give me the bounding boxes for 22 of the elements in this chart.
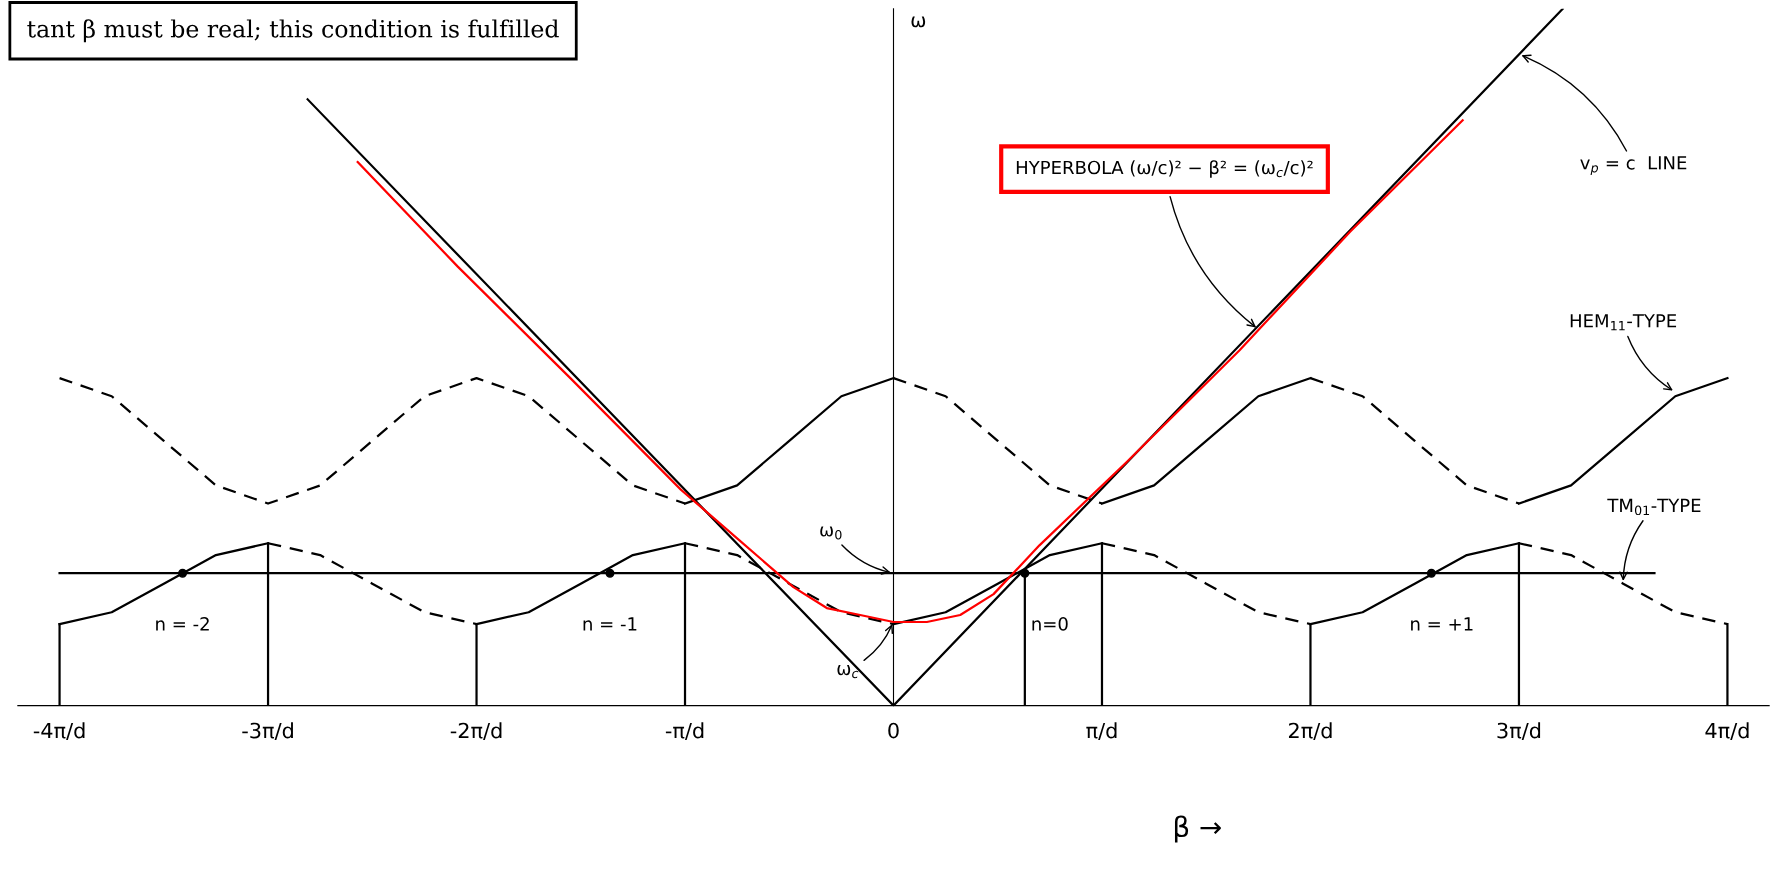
annotation: tant β must be real; this condition is fulfilled xyxy=(27,19,559,43)
annotation: v$_{p}$ = c LINE xyxy=(1580,156,1687,175)
annotation: ω$_{0}$ xyxy=(820,526,842,540)
x-tick-label: -π/d xyxy=(665,722,704,741)
annotation: HEM$_{11}$-TYPE xyxy=(1570,314,1677,331)
x-tick-label: 2π/d xyxy=(1288,722,1332,741)
annotation: TM$_{01}$-TYPE xyxy=(1607,498,1701,516)
x-tick-label: -2π/d xyxy=(450,722,502,741)
x-tick-label: 0 xyxy=(888,722,899,739)
x-tick-label: π/d xyxy=(1086,722,1117,741)
x-tick-label: 4π/d xyxy=(1705,722,1749,741)
x-tick-label: 3π/d xyxy=(1497,722,1541,741)
annotation: ω$_{c}$ xyxy=(837,665,859,679)
annotation: n=0 xyxy=(1032,617,1068,631)
annotation: n = -1 xyxy=(583,617,637,631)
x-tick-label: -3π/d xyxy=(242,722,293,741)
y-axis-title: ω xyxy=(911,16,926,28)
annotation: n = +1 xyxy=(1411,617,1473,631)
annotation: n = -2 xyxy=(156,617,209,631)
x-tick-label: -4π/d xyxy=(33,722,85,741)
x-axis-title: β → xyxy=(1174,815,1221,843)
annotation: HYPERBOLA (ω/c)² − β² = (ω$_{c}$/c)² xyxy=(1016,160,1313,178)
